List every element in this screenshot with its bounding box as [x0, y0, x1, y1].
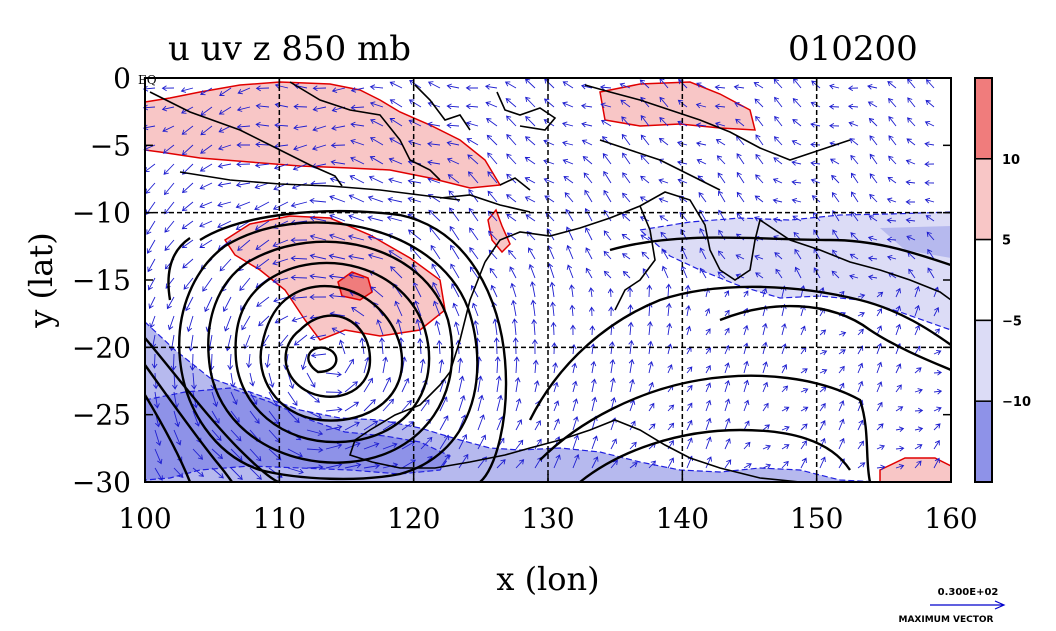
coastline-sulawesi — [496, 91, 557, 191]
coastline-gulf — [614, 205, 656, 311]
y-tick-labels: 0 −5 −10 −15 −20 −25 −30 — [72, 62, 131, 499]
x-tick-label: 160 — [924, 502, 977, 535]
y-tick-label: −30 — [72, 466, 131, 499]
height-contour-11 — [167, 237, 191, 301]
height-contour-2 — [284, 314, 372, 398]
y-tick-label: −5 — [90, 129, 131, 162]
map-grid — [145, 78, 951, 482]
x-tick-label: 100 — [118, 502, 171, 535]
height-contour-13 — [539, 374, 872, 483]
positive-u-core — [337, 271, 373, 301]
height-contour-4 — [234, 261, 431, 444]
x-tick-label: 130 — [521, 502, 574, 535]
x-tick-label: 150 — [790, 502, 843, 535]
colorbar: −10 −5 5 10 — [974, 77, 1031, 483]
height-contour-12 — [528, 285, 952, 421]
height-contour-5 — [207, 240, 454, 464]
height-contour-7 — [199, 209, 508, 483]
height-contour-16 — [719, 304, 952, 372]
y-tick-label: −10 — [72, 197, 131, 230]
colorbar-frame — [974, 77, 993, 483]
x-tick-label: 120 — [387, 502, 440, 535]
y-axis-label: y (lat) — [22, 232, 60, 328]
coastline-timor — [439, 194, 531, 213]
height-contour-9 — [144, 364, 233, 483]
colorbar-swatch — [974, 238, 993, 322]
vector-legend: 0.300E+02 MAXIMUM VECTOR — [898, 587, 1006, 625]
colorbar-swatch — [974, 400, 993, 483]
height-contour-8 — [144, 337, 281, 484]
colorbar-swatch — [974, 77, 993, 160]
axis-ticks — [144, 77, 952, 483]
colorbar-swatch — [974, 319, 993, 402]
geopotential-contours — [143, 209, 952, 484]
y-tick-label: −15 — [72, 264, 131, 297]
y-tick-label: 0 — [113, 62, 131, 95]
colorbar-label: −5 — [1002, 314, 1022, 329]
equator-label: EQ — [138, 73, 157, 87]
colorbar-label: 5 — [1002, 234, 1011, 249]
y-tick-label: −25 — [72, 399, 131, 432]
coastline-borneo — [289, 81, 471, 181]
negative-u-core-east — [880, 226, 951, 258]
height-contour-10 — [143, 394, 192, 483]
x-tick-label: 140 — [656, 502, 709, 535]
vector-legend-caption: MAXIMUM VECTOR — [898, 615, 993, 625]
positive-u-region-strait — [487, 208, 511, 254]
coastline-new-guinea — [584, 84, 851, 191]
chart-title: u uv z 850 mb — [168, 29, 411, 69]
colorbar-label: 10 — [1002, 153, 1020, 168]
coastline-java — [179, 171, 461, 201]
x-axis-label: x (lon) — [496, 560, 599, 598]
vector-legend-value: 0.300E+02 — [938, 587, 999, 598]
height-contour-15 — [609, 236, 952, 267]
vector-legend-arrowhead — [994, 600, 1006, 610]
height-contour-3 — [259, 284, 404, 422]
colorbar-label: −10 — [1002, 395, 1031, 410]
x-tick-labels: 100 110 120 130 140 150 160 — [118, 502, 977, 535]
x-tick-label: 110 — [253, 502, 306, 535]
y-tick-label: −20 — [72, 331, 131, 364]
colorbar-swatch — [974, 158, 993, 241]
height-contour-14 — [579, 428, 851, 483]
time-label: 010200 — [788, 29, 918, 69]
